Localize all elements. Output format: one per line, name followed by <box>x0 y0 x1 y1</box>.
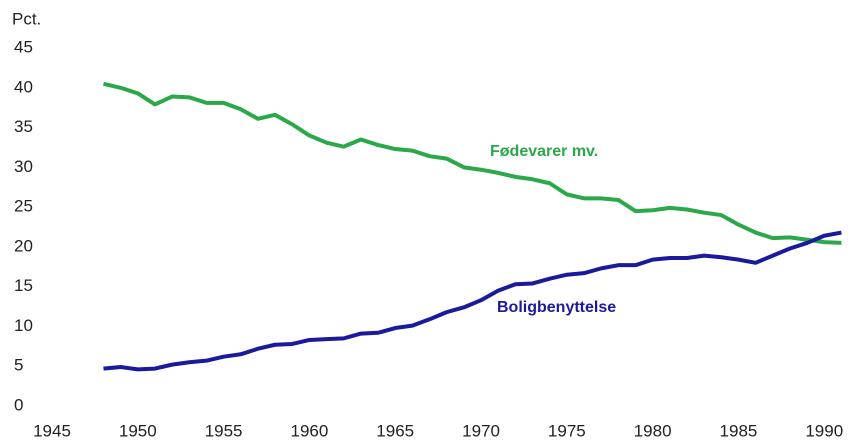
line <box>103 230 842 372</box>
y-tick-label: 45 <box>14 37 33 56</box>
y-tick-label: 40 <box>14 77 33 96</box>
y-tick-label: 25 <box>14 197 33 216</box>
series-label: Fødevarer mv. <box>490 143 598 160</box>
y-tick-label: 5 <box>14 356 23 375</box>
x-tick-label: 1990 <box>805 421 843 440</box>
y-tick-label: 10 <box>14 316 33 335</box>
x-tick-label: 1980 <box>634 421 672 440</box>
x-tick-label: 1955 <box>205 421 243 440</box>
x-tick-label: 1950 <box>119 421 157 440</box>
y-axis-label: Pct. <box>12 9 41 28</box>
y-tick-label: 0 <box>14 395 23 414</box>
x-tick-label: 1985 <box>720 421 758 440</box>
x-tick-label: 1960 <box>291 421 329 440</box>
series-label: Boligbenyttelse <box>497 299 616 316</box>
y-tick-label: 15 <box>14 276 33 295</box>
line <box>103 81 842 245</box>
y-tick-label: 30 <box>14 157 33 176</box>
x-tick-label: 1975 <box>548 421 586 440</box>
y-tick-label: 20 <box>14 236 33 255</box>
y-tick-label: 35 <box>14 117 33 136</box>
x-tick-label: 1965 <box>376 421 414 440</box>
x-tick-label: 1945 <box>33 421 71 440</box>
x-tick-label: 1970 <box>462 421 500 440</box>
